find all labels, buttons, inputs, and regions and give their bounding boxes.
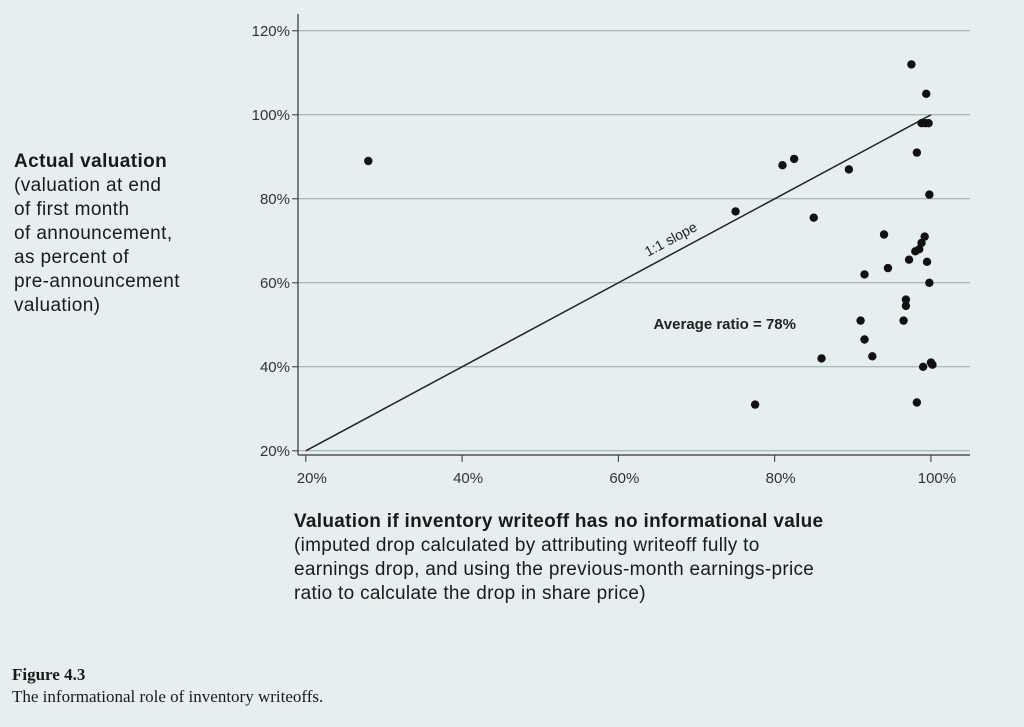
x-tick-label: 60% [609,470,639,487]
grid-lines [298,30,970,452]
data-point [899,316,908,325]
x-tick-label: 20% [297,470,327,487]
data-point [912,398,922,407]
data-point [901,301,911,311]
data-point [868,352,877,361]
y-tick-label: 80% [260,191,290,208]
x-axis-subtitle: (imputed drop calculated by attributing … [294,535,815,604]
tick-labels: 20% 40% 60% 80% 100% 120% 20% 40% 60% 80% 100% [252,23,956,487]
data-point [750,400,760,409]
data-point [922,89,931,99]
data-point [860,335,869,344]
data-point [928,360,937,369]
y-axis-label: Actual valuation (valuation at end of fi… [14,150,254,318]
data-point [918,362,928,371]
data-point [917,238,926,248]
data-point [856,316,865,325]
data-point [912,148,922,157]
y-tick-label: 60% [260,275,290,292]
x-axis-label: Valuation if inventory writeoff has no i… [294,510,994,606]
data-point [907,60,916,69]
x-tick-label: 40% [453,470,483,487]
slope-label: 1:1 slope [642,218,700,259]
x-tick-label: 80% [766,470,796,487]
y-axis-subtitle: (valuation at end of first month of anno… [14,175,180,316]
x-axis-title: Valuation if inventory writeoff has no i… [294,511,824,532]
data-point [778,161,787,170]
data-point [817,354,826,363]
data-point [915,245,924,254]
y-tick-label: 100% [252,107,290,124]
one-to-one-line [305,114,932,452]
data-point [844,165,854,174]
data-point [901,295,911,304]
figure-number: Figure 4.3 [12,665,86,684]
data-point [809,213,818,222]
figure-description: The informational role of inventory writ… [12,687,324,706]
y-tick-label: 20% [260,443,290,460]
data-point [924,119,933,128]
data-point [883,263,893,273]
data-points [364,60,937,409]
data-point [920,232,929,241]
data-point [925,190,934,199]
y-axis-title: Actual valuation [14,151,168,172]
data-point [922,257,932,266]
y-tick-label: 40% [260,359,290,376]
y-tick-label: 120% [252,23,290,40]
axes [292,14,970,462]
data-point [364,156,373,166]
data-point [789,154,799,164]
average-ratio-annotation: Average ratio = 78% [654,316,796,333]
data-point [925,278,934,287]
data-point [904,255,914,264]
data-point [731,207,740,216]
data-point [879,230,889,239]
data-point [860,270,869,279]
x-tick-label: 100% [918,470,956,487]
figure-caption: Figure 4.3 The informational role of inv… [12,664,323,708]
